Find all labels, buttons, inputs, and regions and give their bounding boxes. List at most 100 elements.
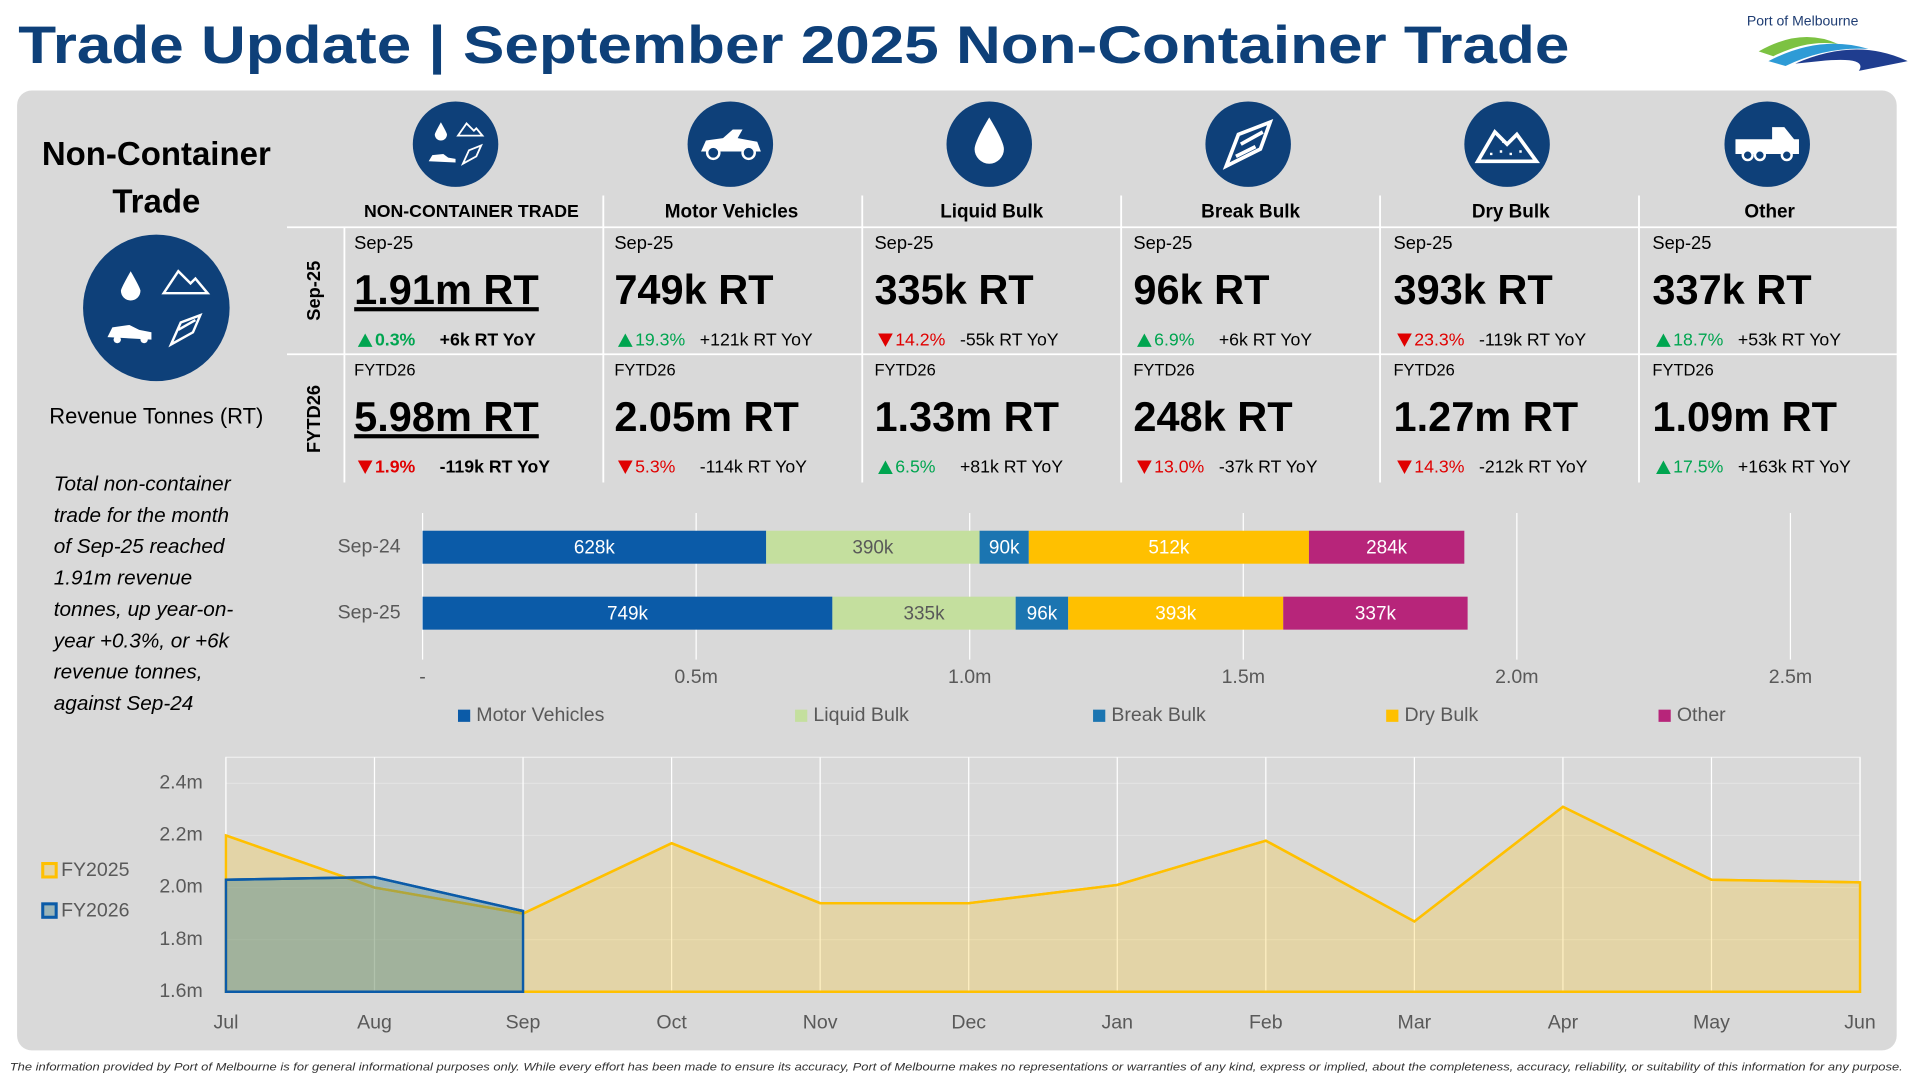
card-period: FYTD26 [614, 362, 675, 380]
summary-line: of Sep-25 reached [54, 535, 226, 558]
trend-arrow [357, 333, 373, 347]
card-period: Sep-25 [1652, 232, 1711, 253]
card-value: 1.33m RT [874, 393, 1059, 440]
bar-label: 337k [1355, 603, 1397, 624]
trend-arrow [357, 460, 373, 474]
row-label: Sep-25 [303, 261, 324, 321]
card-period: FYTD26 [354, 362, 415, 380]
trend-arrow [617, 460, 633, 474]
y-tick-label: Sep-24 [338, 535, 401, 557]
trend-arrow [617, 333, 633, 347]
card-header: NON-CONTAINER TRADE [364, 201, 579, 221]
bar-segment [979, 530, 1029, 564]
legend-swatch [41, 862, 58, 879]
card-change: 6.9% [1154, 329, 1195, 349]
card-yoy: +81k RT YoY [960, 457, 1063, 477]
card-value: 393k RT [1394, 266, 1553, 313]
trend-arrow [1656, 460, 1671, 474]
card-change: 23.3% [1414, 329, 1464, 349]
card-value: 335k RT [874, 266, 1033, 313]
card-change: 19.3% [635, 329, 685, 349]
card-header: Other [1744, 202, 1795, 223]
card-change: 6.5% [895, 457, 936, 477]
trend-arrow [1397, 333, 1412, 347]
card-yoy: +163k RT YoY [1738, 457, 1851, 477]
legend-swatch [457, 709, 471, 722]
row-label: FYTD26 [303, 385, 324, 453]
card-period: FYTD26 [1394, 362, 1455, 380]
x-tick-label: Jan [1102, 1012, 1134, 1034]
legend-label: FY2026 [61, 899, 129, 921]
card-change: 18.7% [1673, 329, 1723, 349]
x-tick-label: 1.0m [948, 666, 991, 688]
card-period: Sep-25 [1394, 232, 1453, 253]
card-yoy: -55k RT YoY [960, 329, 1059, 349]
summary-line: 1.91m revenue [54, 567, 192, 590]
x-tick-label: 0.5m [674, 666, 717, 688]
trend-arrow [1137, 333, 1152, 347]
card-period: Sep-25 [354, 232, 413, 253]
page-title: Trade Update | September 2025 Non-Contai… [18, 16, 1569, 75]
trend-arrow [878, 333, 893, 347]
x-tick-label: 2.5m [1769, 666, 1812, 688]
x-tick-label: Oct [656, 1012, 687, 1034]
bar-label: 90k [989, 537, 1020, 558]
bar-segment [1068, 596, 1284, 630]
legend-label: Motor Vehicles [476, 704, 604, 726]
card-period: Sep-25 [614, 232, 673, 253]
logo-text: Port of Melbourne [1747, 13, 1859, 29]
card-yoy: -119k RT YoY [440, 457, 551, 477]
unit-label: Revenue Tonnes (RT) [49, 404, 263, 429]
summary-icon [83, 234, 230, 382]
area-line [225, 805, 1861, 923]
bar-label: 393k [1155, 603, 1197, 624]
trend-arrow [1656, 333, 1671, 347]
card-dividers [287, 195, 1900, 483]
legend-swatch [1658, 709, 1671, 722]
card-period: FYTD26 [1133, 362, 1194, 380]
legend-swatch [795, 709, 808, 722]
card-yoy: +121k RT YoY [700, 329, 813, 349]
card-value: 337k RT [1652, 266, 1811, 313]
summary-heading: Non-Container [42, 135, 271, 172]
card-value: 1.09m RT [1652, 393, 1837, 440]
card-period: FYTD26 [874, 362, 935, 380]
bar-segment [766, 530, 980, 564]
card-value: 1.27m RT [1394, 393, 1579, 440]
card-period: Sep-25 [874, 232, 933, 253]
summary-line: Total non-container [54, 472, 232, 495]
x-tick-label: 2.0m [1495, 666, 1538, 688]
card-header: Liquid Bulk [940, 202, 1043, 223]
card-yoy: -37k RT YoY [1219, 457, 1318, 477]
x-tick-label: - [419, 666, 426, 688]
bar-label: 390k [852, 537, 894, 558]
summary-heading: Trade [112, 183, 200, 220]
bar-segment [832, 596, 1016, 630]
x-tick-label: Nov [803, 1012, 838, 1034]
card-period: Sep-25 [1133, 232, 1192, 253]
trend-arrow [1137, 460, 1152, 474]
bar-label: 512k [1148, 537, 1190, 558]
card-change: 17.5% [1673, 457, 1723, 477]
legend-label: Dry Bulk [1404, 704, 1478, 726]
card-icons [412, 101, 1810, 187]
logo-mark [1758, 37, 1908, 71]
y-tick-label: Sep-25 [338, 601, 401, 623]
x-tick-label: Sep [506, 1012, 541, 1034]
card-period: FYTD26 [1652, 362, 1713, 380]
panel [17, 90, 1897, 1051]
summary-line: against Sep-24 [54, 692, 194, 715]
card-value: 2.05m RT [614, 393, 799, 440]
legend-label: Liquid Bulk [813, 704, 909, 726]
card-change: 13.0% [1154, 457, 1204, 477]
x-tick-label: May [1693, 1012, 1730, 1034]
summary-line: year +0.3%, or +6k [52, 629, 231, 652]
x-tick-label: Jun [1844, 1012, 1876, 1034]
card-yoy: -119k RT YoY [1479, 329, 1586, 349]
bar-label: 96k [1027, 603, 1058, 624]
bar-segment [1283, 596, 1468, 630]
card-header: Motor Vehicles [665, 202, 799, 223]
card-change: 14.3% [1414, 457, 1464, 477]
card-value: 96k RT [1133, 266, 1269, 313]
